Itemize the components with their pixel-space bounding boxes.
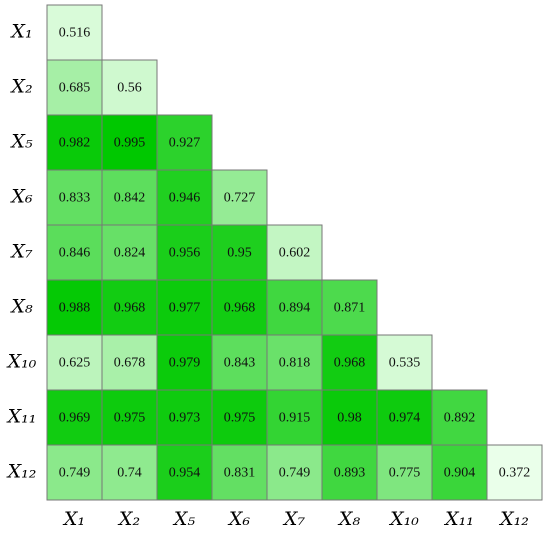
row-label: X₆ (9, 186, 33, 208)
cell-value: 0.968 (334, 356, 366, 371)
row-label: X₁ (9, 21, 32, 43)
cell-value: 0.516 (59, 26, 91, 41)
row-label: X₇ (9, 241, 33, 263)
cell (101, 224, 158, 281)
cell (46, 279, 103, 336)
cell-value: 0.602 (279, 246, 311, 261)
cell (266, 444, 323, 501)
cell-value: 0.982 (59, 136, 91, 151)
cell-value: 0.749 (59, 466, 91, 481)
cell-value: 0.904 (444, 466, 476, 481)
cell-value: 0.956 (169, 246, 201, 261)
cell (46, 59, 103, 116)
cell-value: 0.535 (389, 356, 421, 371)
cell-value: 0.893 (334, 466, 366, 481)
col-label: X₆ (227, 508, 251, 530)
row-label: X₁₀ (6, 351, 37, 373)
cell (211, 334, 268, 391)
cell-value: 0.969 (59, 411, 91, 426)
cell (211, 169, 268, 226)
cell-value: 0.678 (114, 356, 146, 371)
cell (376, 444, 433, 501)
cell (156, 279, 213, 336)
cell (101, 279, 158, 336)
cell (156, 444, 213, 501)
cell-value: 0.973 (169, 411, 201, 426)
row-label: X₁₂ (6, 461, 37, 483)
cell-value: 0.968 (224, 301, 256, 316)
cell (46, 389, 103, 446)
cell-value: 0.818 (279, 356, 311, 371)
col-label: X₈ (337, 508, 361, 530)
cell (46, 444, 103, 501)
cell-value: 0.968 (114, 301, 146, 316)
cell-value: 0.56 (117, 81, 142, 96)
cell-value: 0.833 (59, 191, 91, 206)
cell (321, 444, 378, 501)
cell-value: 0.843 (224, 356, 256, 371)
cell-value: 0.749 (279, 466, 311, 481)
col-label: X₁₂ (498, 508, 529, 530)
cell-value: 0.915 (279, 411, 311, 426)
cell (431, 389, 488, 446)
cell-value: 0.988 (59, 301, 91, 316)
cell-value: 0.625 (59, 356, 91, 371)
cell (46, 334, 103, 391)
col-label: X₅ (172, 508, 196, 530)
cell-value: 0.831 (224, 466, 256, 481)
cell-value: 0.685 (59, 81, 91, 96)
cell-value: 0.977 (169, 301, 201, 316)
cell (101, 444, 158, 501)
cell-value: 0.927 (169, 136, 201, 151)
cell-value: 0.975 (114, 411, 146, 426)
cell (101, 59, 158, 116)
cell (321, 279, 378, 336)
cell (266, 279, 323, 336)
cell-value: 0.974 (389, 411, 421, 426)
cell-value: 0.892 (444, 411, 476, 426)
row-label: X₈ (9, 296, 33, 318)
cell-value: 0.975 (224, 411, 256, 426)
cell-value: 0.894 (279, 301, 311, 316)
row-label: X₂ (9, 76, 32, 98)
cell-value: 0.946 (169, 191, 201, 206)
cell (211, 224, 268, 281)
cell-value: 0.846 (59, 246, 91, 261)
cell-value: 0.372 (499, 466, 531, 481)
cell-value: 0.871 (334, 301, 366, 316)
cell (321, 334, 378, 391)
cell-value: 0.74 (117, 466, 142, 481)
row-label: X₁₁ (6, 406, 37, 428)
cell-value: 0.824 (114, 246, 146, 261)
col-label: X₇ (282, 508, 306, 530)
cell (101, 169, 158, 226)
cell (46, 4, 103, 61)
cell (211, 444, 268, 501)
cell-value: 0.954 (169, 466, 201, 481)
cell (156, 114, 213, 171)
col-label: X₁₁ (443, 508, 474, 530)
cell-value: 0.842 (114, 191, 146, 206)
cell (101, 334, 158, 391)
cell (211, 279, 268, 336)
col-label: X₂ (117, 508, 140, 530)
cell-value: 0.98 (337, 411, 362, 426)
cell (156, 389, 213, 446)
col-label: X₁₀ (388, 508, 419, 530)
cell-value: 0.775 (389, 466, 421, 481)
row-label: X₅ (9, 131, 33, 153)
cell-value: 0.979 (169, 356, 201, 371)
cell-value: 0.995 (114, 136, 146, 151)
cell-value: 0.95 (227, 246, 252, 261)
cell-value: 0.727 (224, 191, 256, 206)
col-label: X₁ (62, 508, 85, 530)
cell (486, 444, 543, 501)
cell (376, 334, 433, 391)
